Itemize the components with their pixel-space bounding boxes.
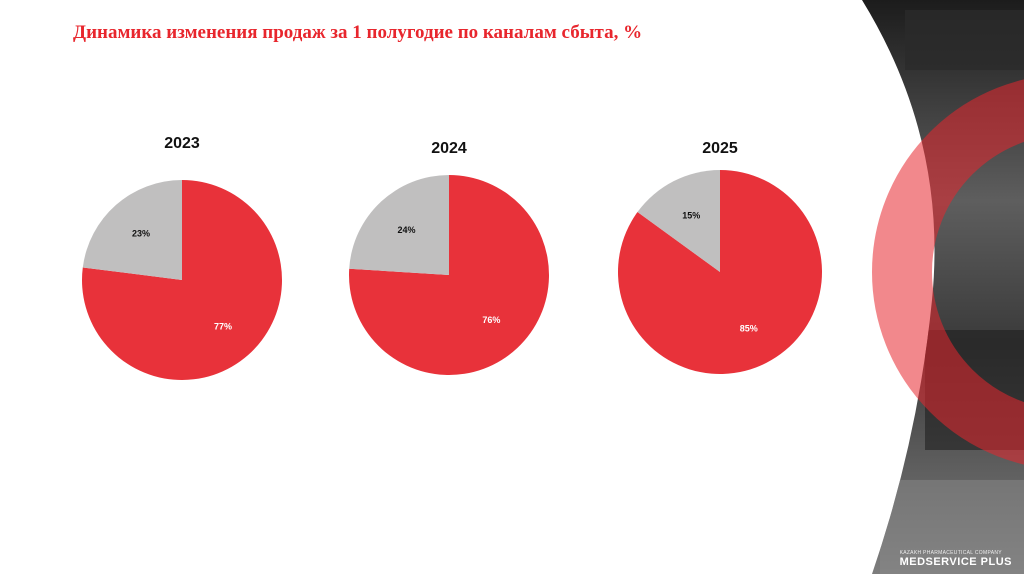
pie-slice-label: 23%: [132, 228, 150, 238]
pie-slice: [349, 175, 449, 275]
brand-logo: KAZAKH PHARMACEUTICAL COMPANY MEDSERVICE…: [900, 550, 1012, 568]
pie-slice: [349, 175, 549, 375]
pie-chart-2024: 2024 76% 24%: [349, 140, 549, 375]
pie-chart-2025: 2025 85% 15%: [618, 140, 822, 374]
pie-slice: [637, 170, 720, 272]
pie-slice-label: 15%: [682, 211, 700, 221]
pie-slice: [82, 180, 182, 280]
pie-slice-label: 76%: [482, 315, 500, 325]
pie-title: 2025: [702, 140, 738, 157]
pie-slice-label: 85%: [740, 323, 758, 333]
pie-title: 2024: [431, 140, 467, 157]
pie-slice-label: 24%: [398, 225, 416, 235]
pie-chart-2023: 2023 77% 23%: [82, 135, 283, 380]
pie-title: 2023: [164, 135, 200, 152]
brand-tagline: KAZAKH PHARMACEUTICAL COMPANY: [899, 550, 1002, 556]
pie-slice-label: 77%: [214, 322, 232, 332]
brand-name: MEDSERVICE PLUS: [899, 556, 1012, 568]
slide-title: Динамика изменения продаж за 1 полугодие…: [73, 22, 643, 43]
